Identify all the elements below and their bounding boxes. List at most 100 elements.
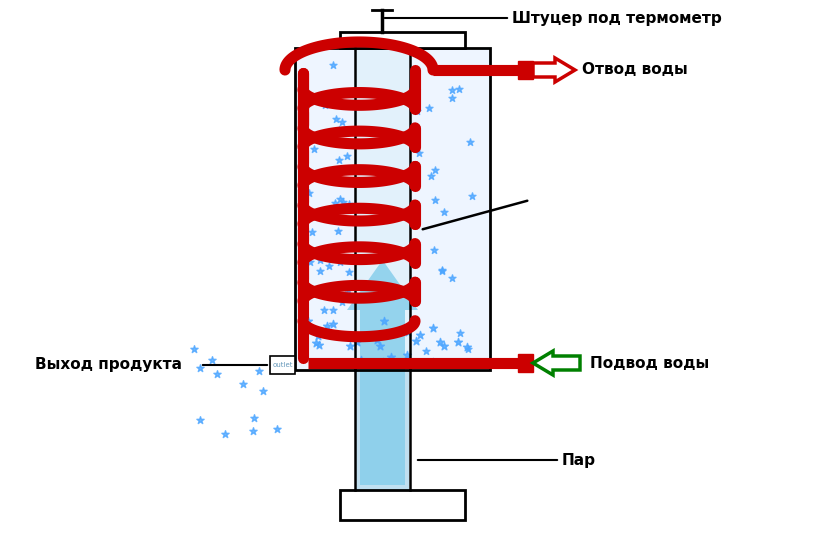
Point xyxy=(329,115,342,124)
Point xyxy=(435,265,448,274)
Point xyxy=(300,97,313,106)
Point xyxy=(205,355,218,364)
Point xyxy=(308,339,322,348)
Point xyxy=(247,413,261,422)
Bar xyxy=(356,370,409,490)
Point xyxy=(445,94,458,102)
Point xyxy=(409,337,422,346)
Point xyxy=(320,322,333,331)
Point xyxy=(433,338,447,346)
Point xyxy=(370,335,383,344)
Point xyxy=(460,342,473,351)
Point xyxy=(340,152,353,160)
Point xyxy=(313,266,327,275)
Point xyxy=(326,319,339,328)
Bar xyxy=(518,61,533,79)
Point xyxy=(307,144,320,153)
Point xyxy=(400,351,414,360)
Point xyxy=(385,353,398,361)
Point xyxy=(452,338,465,346)
Point xyxy=(376,357,390,366)
Point xyxy=(326,306,339,315)
Point xyxy=(343,341,356,350)
Point xyxy=(317,169,330,178)
Bar xyxy=(270,356,294,374)
Text: Отвод воды: Отвод воды xyxy=(581,62,687,77)
Point xyxy=(465,191,478,200)
Point xyxy=(373,341,386,350)
Point xyxy=(428,166,441,175)
Point xyxy=(332,126,345,135)
Bar xyxy=(294,48,490,370)
Point xyxy=(333,257,347,266)
Point xyxy=(194,364,207,373)
Point xyxy=(312,340,325,349)
Point xyxy=(318,306,331,315)
Point xyxy=(435,266,448,275)
Point xyxy=(194,415,207,424)
Point xyxy=(298,92,311,101)
Point xyxy=(342,286,355,295)
Point xyxy=(425,323,438,332)
Point xyxy=(462,138,476,146)
Point xyxy=(302,188,315,197)
Point xyxy=(328,198,342,207)
Text: outlet: outlet xyxy=(272,362,293,368)
Point xyxy=(426,358,439,367)
Text: Подвод воды: Подвод воды xyxy=(590,355,709,370)
Point xyxy=(437,342,450,351)
Bar xyxy=(356,49,409,369)
Point xyxy=(451,65,464,74)
Point xyxy=(332,195,346,204)
Point xyxy=(461,344,474,353)
Point xyxy=(317,174,330,183)
Text: Пар: Пар xyxy=(562,452,595,467)
Point xyxy=(311,331,324,340)
Point xyxy=(338,290,351,299)
Point xyxy=(452,85,466,94)
Bar xyxy=(340,490,465,520)
Point xyxy=(322,261,335,270)
Polygon shape xyxy=(533,351,579,375)
Point xyxy=(445,85,458,94)
Point xyxy=(437,207,451,216)
Point xyxy=(256,387,270,396)
Point xyxy=(412,148,425,157)
Point xyxy=(313,256,326,265)
Point xyxy=(326,61,339,70)
Point xyxy=(252,367,265,375)
Point xyxy=(305,227,318,236)
Point xyxy=(331,359,344,368)
Point xyxy=(270,425,284,434)
Point xyxy=(423,104,436,113)
Point xyxy=(299,100,313,109)
Point xyxy=(332,155,346,164)
Point xyxy=(335,297,348,306)
Point xyxy=(410,106,423,115)
Point xyxy=(377,316,390,325)
Point xyxy=(187,345,200,354)
Point xyxy=(342,268,355,277)
Bar xyxy=(518,354,533,372)
Point xyxy=(210,369,223,378)
Point xyxy=(354,356,367,365)
Point xyxy=(332,292,345,301)
Bar xyxy=(295,49,489,369)
Point xyxy=(414,330,427,339)
Point xyxy=(318,100,331,109)
Point xyxy=(350,337,363,346)
Point xyxy=(419,346,433,355)
Polygon shape xyxy=(533,58,574,82)
Point xyxy=(423,172,437,180)
Point xyxy=(331,226,344,235)
Point xyxy=(335,118,348,127)
Point xyxy=(246,426,259,435)
Point xyxy=(342,200,355,209)
Point xyxy=(337,198,350,207)
Point xyxy=(236,380,249,389)
Point xyxy=(304,257,317,266)
Text: Штуцер под термометр: Штуцер под термометр xyxy=(511,11,721,26)
Bar xyxy=(340,32,465,48)
Polygon shape xyxy=(347,260,418,485)
Text: Выход продукта: Выход продукта xyxy=(35,358,182,373)
